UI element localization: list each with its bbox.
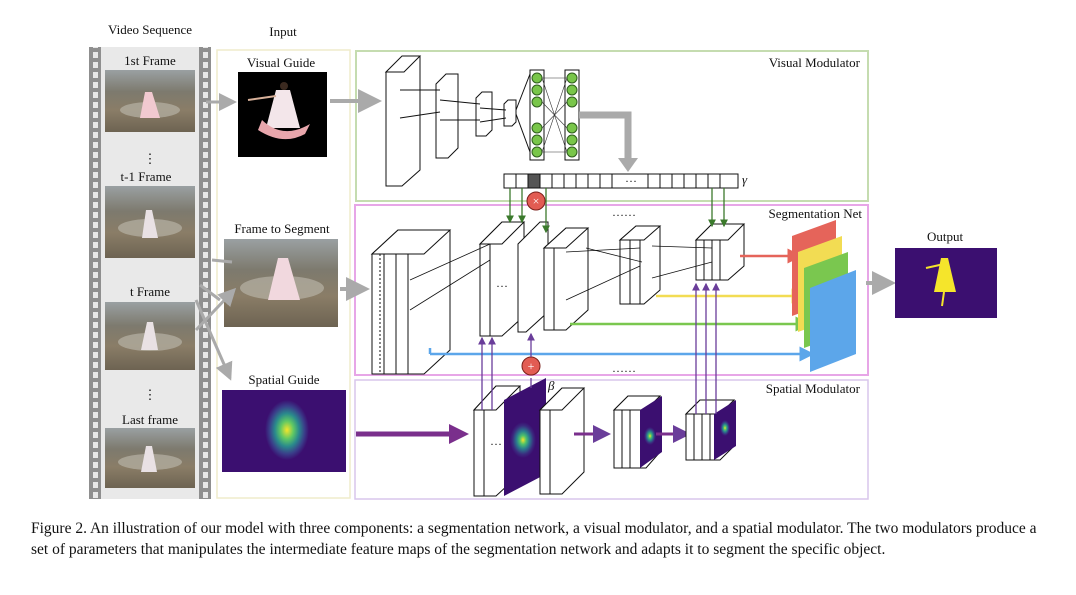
segmentation-net-label: Segmentation Net	[768, 206, 862, 221]
spatial-heatmap-big	[504, 378, 546, 496]
arrow-tm1-to-frame	[211, 258, 233, 264]
input-column-border	[216, 49, 351, 499]
visual-guide-label: Visual Guide	[247, 55, 315, 70]
spatial-guide-heatmap	[222, 390, 346, 472]
output-map-blue	[810, 270, 856, 372]
gamma-vector	[503, 173, 739, 189]
add-symbol: +	[528, 359, 535, 373]
visual-guide-image	[238, 72, 327, 157]
gamma-hdots: ···	[625, 174, 637, 188]
segnet-block-3	[542, 227, 590, 331]
frame-to-segment-image	[224, 239, 338, 327]
visual-modulator-label: Visual Modulator	[769, 55, 861, 70]
arrow-t-to-spatial	[194, 299, 233, 381]
vdots-2: ⋮	[144, 387, 157, 402]
segnet-bottom-dots: ……	[612, 361, 636, 375]
spatial-guide-label: Spatial Guide	[248, 372, 319, 387]
spatial-modulator-box	[354, 379, 869, 500]
visual-modulator-cnn	[384, 55, 531, 187]
fc-layer-2	[564, 69, 580, 161]
arrow-fc-to-gamma-head	[618, 158, 638, 172]
beta-arrows	[478, 282, 720, 414]
t-minus-1-frame-label: t-1 Frame	[121, 169, 172, 184]
first-frame: 1st Frame	[105, 53, 195, 132]
frame-to-segment-label: Frame to Segment	[234, 221, 330, 236]
segnet-top-dots: ……	[612, 205, 636, 219]
spatial-heatmap-mid-blob	[644, 427, 656, 445]
spatial-modulator-label: Spatial Modulator	[766, 381, 861, 396]
spatial-heatmap-small-blob	[720, 420, 730, 436]
spatial-dots: ···	[490, 437, 502, 451]
gamma-arrows	[506, 188, 728, 234]
beta-label: β	[547, 378, 555, 393]
segnet-block-1	[370, 229, 452, 375]
visual-modulator-box	[355, 50, 869, 202]
last-frame-label: Last frame	[122, 412, 178, 427]
segnet-block-4	[618, 225, 662, 305]
last-frame: Last frame	[105, 412, 195, 488]
segnet-dots-1: ···	[496, 279, 508, 293]
t-frame-label: t Frame	[130, 284, 170, 299]
fc-layer-1	[529, 69, 545, 161]
segnet-block-5	[694, 223, 746, 281]
gamma-label: γ	[742, 172, 748, 187]
segnet-connections	[409, 243, 713, 311]
t-minus-1-frame: t-1 Frame	[105, 169, 195, 258]
video-sequence-label: Video Sequence	[108, 22, 192, 37]
arrow-t-to-frame	[199, 283, 221, 302]
output-label: Output	[927, 229, 964, 244]
arrow-t-to-frame-2	[194, 287, 237, 332]
spatial-block-2	[538, 387, 586, 495]
output-mask	[895, 248, 997, 318]
model-diagram: Video Sequence Input 1st Frame ⋮ t-1 Fra…	[89, 22, 997, 500]
first-frame-label: 1st Frame	[124, 53, 176, 68]
arrow-fc-to-gamma	[579, 111, 632, 162]
vdots-1: ⋮	[144, 151, 157, 166]
fc-connections	[541, 77, 568, 153]
t-frame: t Frame	[105, 284, 195, 370]
multiply-symbol: ×	[533, 194, 540, 208]
segnet-block-2	[478, 221, 526, 337]
figure-caption: Figure 2. An illustration of our model w…	[31, 520, 1037, 558]
input-label: Input	[269, 24, 297, 39]
multiply-node	[526, 191, 546, 211]
